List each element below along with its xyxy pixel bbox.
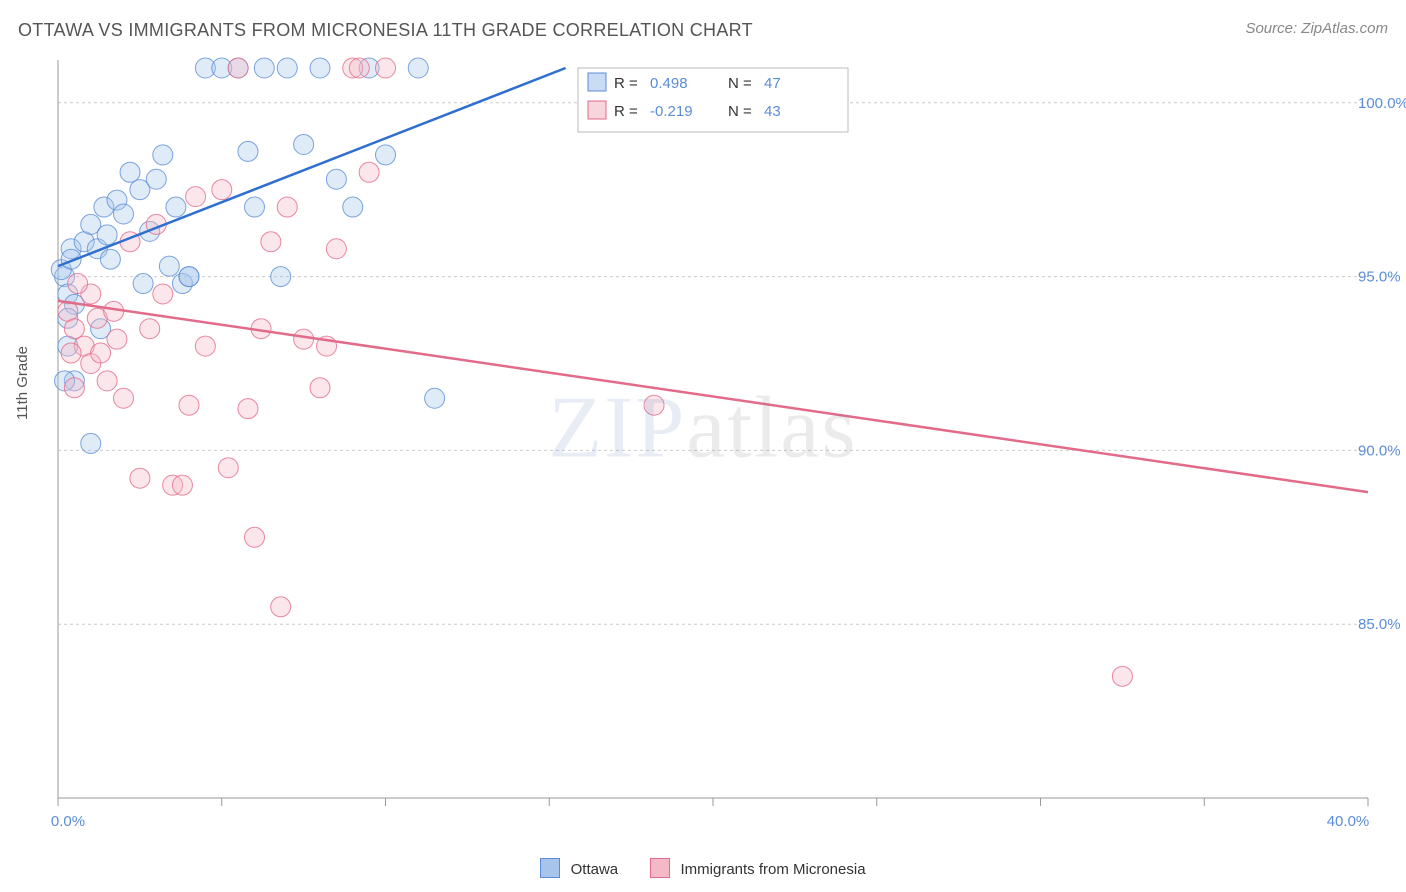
- y-axis-title: 11th Grade: [14, 346, 31, 420]
- svg-text:47: 47: [764, 75, 781, 92]
- legend-label-ottawa: Ottawa: [571, 861, 619, 878]
- svg-text:95.0%: 95.0%: [1358, 269, 1401, 286]
- svg-text:N =: N =: [728, 75, 752, 92]
- svg-text:R =: R =: [614, 75, 638, 92]
- scatter-plot: 85.0%90.0%95.0%100.0%0.0%40.0%R =0.498N …: [58, 60, 1378, 810]
- svg-text:0.0%: 0.0%: [51, 813, 85, 830]
- svg-text:-0.219: -0.219: [650, 103, 693, 120]
- svg-text:R =: R =: [614, 103, 638, 120]
- legend-swatch-micronesia: [650, 858, 670, 878]
- chart-title: OTTAWA VS IMMIGRANTS FROM MICRONESIA 11T…: [18, 20, 753, 41]
- legend-item-micronesia: Immigrants from Micronesia: [650, 861, 865, 878]
- svg-text:85.0%: 85.0%: [1358, 616, 1401, 633]
- legend-item-ottawa: Ottawa: [540, 861, 622, 878]
- legend-swatch-ottawa: [540, 858, 560, 878]
- svg-text:0.498: 0.498: [650, 75, 688, 92]
- svg-text:100.0%: 100.0%: [1358, 95, 1406, 112]
- legend-label-micronesia: Immigrants from Micronesia: [681, 861, 866, 878]
- svg-text:90.0%: 90.0%: [1358, 442, 1401, 459]
- svg-text:40.0%: 40.0%: [1327, 813, 1370, 830]
- source-label: Source: ZipAtlas.com: [1245, 20, 1388, 37]
- legend-bottom: Ottawa Immigrants from Micronesia: [0, 858, 1406, 878]
- svg-text:N =: N =: [728, 103, 752, 120]
- svg-text:43: 43: [764, 103, 781, 120]
